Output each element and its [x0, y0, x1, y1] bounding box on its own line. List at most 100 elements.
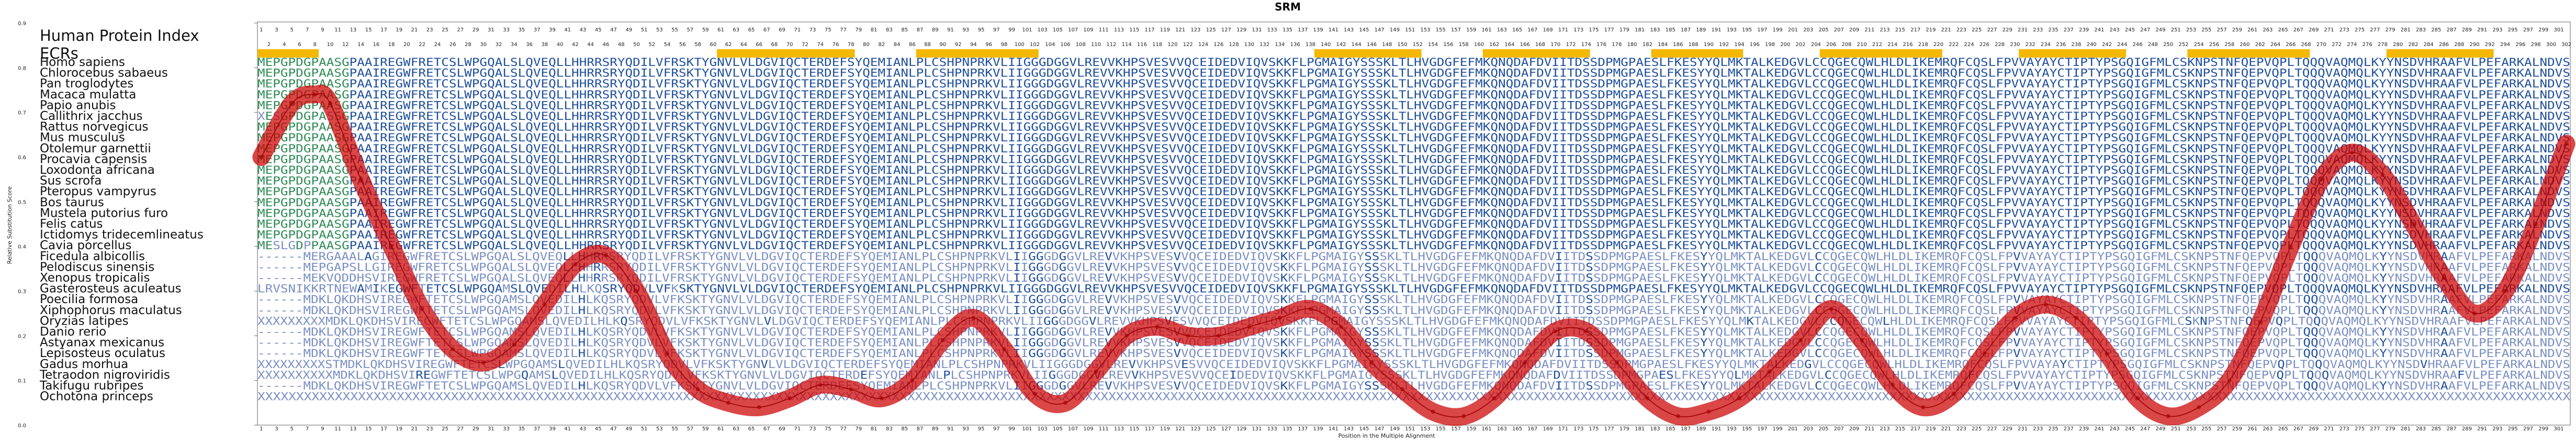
residue-run: QQ [2303, 380, 2318, 392]
index-tick-27: 27 [457, 27, 464, 33]
index-tick-86: 86 [909, 42, 916, 48]
residue-run: GD [1043, 250, 1059, 263]
residue-run: QVAQMQLK [2319, 380, 2380, 392]
y-tick-label: 0.4 [18, 244, 26, 250]
x-tick-201: 201 [1788, 426, 1798, 432]
data-point-46 [603, 253, 608, 258]
index-tick-193: 193 [1727, 27, 1737, 33]
x-tick-71: 71 [794, 426, 801, 432]
ecr-block-5 [1482, 49, 1590, 58]
x-tick-13: 13 [350, 426, 357, 432]
data-point-230 [2012, 316, 2017, 320]
index-tick-60: 60 [710, 42, 716, 48]
x-tick-51: 51 [641, 426, 648, 432]
residue-run: Y [1700, 326, 1708, 338]
residue-run: AFVLPEFARKALNDVS [2448, 347, 2570, 360]
residue-run: G [1059, 380, 1067, 392]
residue-run: GVLRE [1066, 272, 1105, 284]
x-tick-75: 75 [825, 426, 831, 432]
index-tick-81: 81 [871, 27, 878, 33]
residue-run: V [1129, 358, 1137, 371]
index-tick-157: 157 [1451, 27, 1461, 33]
residue-run: G [1059, 304, 1067, 317]
residue-run: C [1815, 261, 1823, 273]
index-tick-207: 207 [1834, 27, 1844, 33]
x-tick-3: 3 [275, 426, 278, 432]
data-point-62 [726, 400, 731, 405]
x-tick-249: 249 [2155, 426, 2165, 432]
index-tick-253: 253 [2186, 27, 2196, 33]
ecr-block-3 [916, 49, 1039, 58]
index-tick-126: 126 [1213, 42, 1223, 48]
x-tick-11: 11 [334, 426, 341, 432]
residue-run: QQ [2303, 347, 2318, 360]
x-tick-289: 289 [2462, 426, 2472, 432]
human-index-label: Human Protein Index [40, 27, 199, 44]
residue-run: PAAIREGWFRETCSLWPGQALSLQVEQLLHHRRSRYQDIL… [350, 164, 2570, 176]
residue-run: I [1021, 337, 1029, 349]
index-tick-46: 46 [603, 42, 610, 48]
residue-run: SS [1364, 250, 1379, 263]
x-tick-179: 179 [1619, 426, 1629, 432]
x-tick-237: 237 [2064, 426, 2074, 432]
residue-run: YQLMKTALKEDGVL [1708, 272, 1815, 284]
index-tick-38: 38 [541, 42, 548, 48]
residue-run: VKHPSV [1136, 358, 1182, 371]
residue-run: CQGECQWLHLDLIKEMRQFCQSLFP [1822, 380, 2013, 392]
index-tick-292: 292 [2485, 42, 2495, 48]
residue-run: SKLTLHVGDGFEFMKQNQDAFDV [1379, 250, 1555, 263]
x-tick-191: 191 [1712, 426, 1722, 432]
residue-run: YNSDVHR [2387, 380, 2441, 392]
index-tick-188: 188 [1689, 42, 1698, 48]
residue-run: VQCEIDEDVIQVS [1181, 250, 1280, 263]
x-tick-215: 215 [1895, 426, 1905, 432]
index-tick-22: 22 [419, 42, 425, 48]
x-tick-67: 67 [763, 426, 770, 432]
index-tick-252: 252 [2178, 42, 2188, 48]
top-index-ticks: 1234567891011121314151617181920212223242… [260, 27, 2571, 48]
residue-run: PAAIREGWFRETCSLWPGQALSLQVEQLLHHRRSRYQDIL… [350, 175, 2570, 187]
residue-run: I [1555, 304, 1563, 317]
residue-run: VKHPSVES [1112, 250, 1174, 263]
index-tick-220: 220 [1933, 42, 1943, 48]
x-tick-29: 29 [473, 426, 479, 432]
residue-run: VLCCQGECQWLHLDLIKEMRQFCQSLFPVVAYA [1812, 358, 2060, 371]
residue-run: I [1021, 304, 1029, 317]
residue-run: F [2457, 369, 2465, 381]
x-tick-283: 283 [2416, 426, 2426, 432]
species-name: Sus scrofa [40, 174, 102, 188]
index-tick-103: 103 [1038, 27, 1048, 33]
residue-run: PAAIREGWFRETCSLWPGQALSLQVEQLLHHRRSRYQDIL… [350, 142, 2570, 155]
residue-run: PAAIREGWFRETCSLWPGQALSLQVEQLLHHRRSRYQDIL… [350, 88, 2570, 101]
index-tick-37: 37 [534, 27, 541, 33]
index-tick-100: 100 [1015, 42, 1025, 48]
residue-run: PAAIREGWFRETCSLWPGQALSLQVEQLLHHRRSRYQDIL… [350, 77, 2570, 90]
residue-run: LVF [648, 283, 671, 295]
index-tick-74: 74 [817, 42, 824, 48]
residue-run: SLG [273, 239, 296, 252]
x-tick-151: 151 [1405, 426, 1415, 432]
data-point-142 [1338, 325, 1343, 329]
x-tick-119: 119 [1160, 426, 1170, 432]
residue-run: Y [2060, 358, 2067, 371]
x-tick-7: 7 [306, 426, 309, 432]
ecr-block-1 [257, 49, 319, 58]
species-name: Homo sapiens [40, 55, 125, 69]
residue-run: VIITDSSDPMGPA [1561, 369, 1659, 381]
residue-run: I [1229, 369, 1236, 381]
species-name: Macaca mulatta [40, 88, 136, 102]
x-tick-93: 93 [962, 426, 969, 432]
residue-run: AFVLPEFARKALNDVS [2448, 326, 2570, 338]
residue-run: I [1013, 272, 1021, 284]
data-point-226 [1982, 351, 1987, 356]
index-tick-129: 129 [1236, 27, 1246, 33]
index-tick-184: 184 [1658, 42, 1668, 48]
residue-run: I [1013, 293, 1021, 306]
data-point-290 [2472, 311, 2477, 316]
species-name: Pteropus vampyrus [40, 185, 156, 198]
residue-run: XXXXXXXXXXMDKLQKDHSVI [257, 369, 415, 381]
index-tick-156: 156 [1443, 42, 1453, 48]
index-tick-82: 82 [878, 42, 885, 48]
species-name: Loxodonta africana [40, 163, 155, 177]
residue-run: I [1021, 293, 1029, 306]
